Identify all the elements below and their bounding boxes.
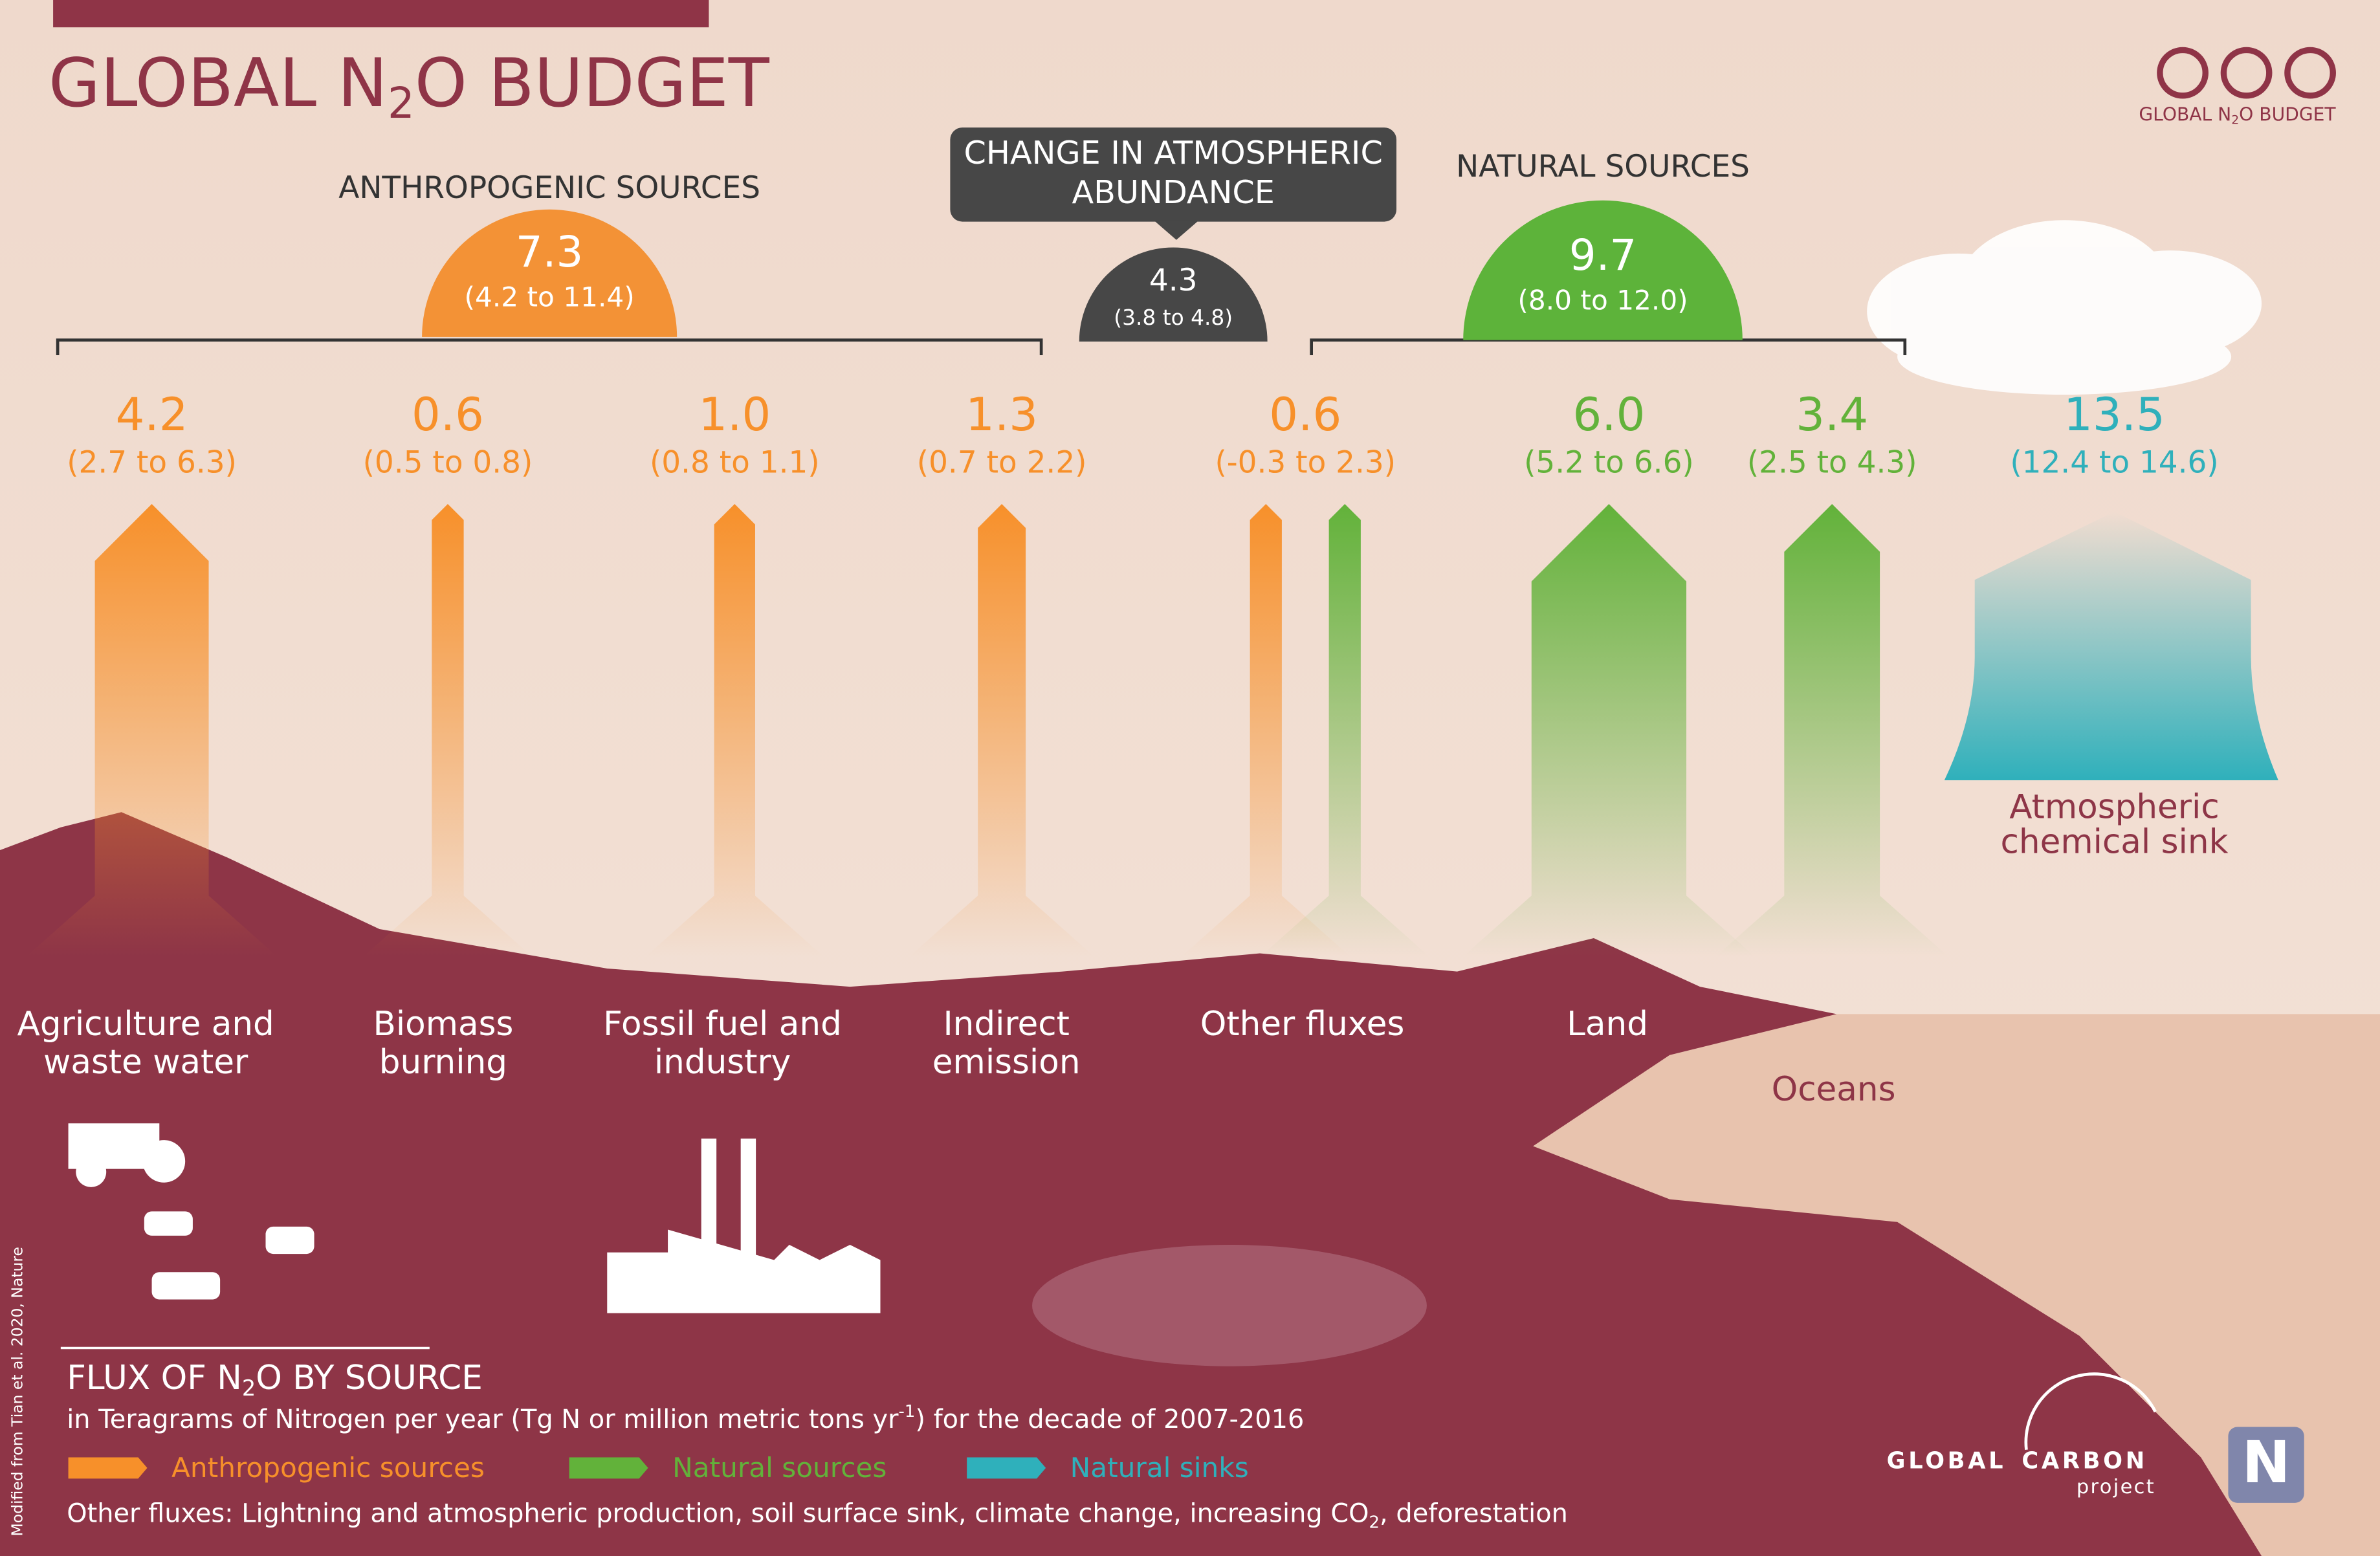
sink-label: Atmospheric — [2009, 788, 2219, 827]
change-dome — [1079, 247, 1268, 342]
flux-range: (0.8 to 1.1) — [650, 444, 820, 480]
flux-value: 0.6 — [1269, 388, 1341, 441]
logo-word: GLOBAL — [1887, 1448, 2007, 1474]
legend-subtitle-part: ) for the decade of 2007-2016 — [915, 1405, 1304, 1434]
legend-title-part: FLUX OF N — [67, 1359, 242, 1397]
flux-value: 4.2 — [116, 388, 188, 441]
flux-value: 1.3 — [965, 388, 1038, 441]
legend-title-part: 2 — [242, 1375, 256, 1400]
flux-label: Biomass — [373, 1005, 513, 1044]
flux-arrow — [1261, 503, 1429, 957]
credit: Modified from Tian et al. 2020, Nature — [8, 1247, 27, 1536]
change-label: ABUNDANCE — [1072, 173, 1274, 211]
license-icons — [2157, 47, 2336, 99]
flux-arrow — [646, 503, 824, 957]
flux-label: Land — [1567, 1005, 1648, 1044]
group-value: 9.7 — [1569, 231, 1636, 280]
legend-swatch — [68, 1457, 148, 1479]
logo-word: CARBON — [2022, 1448, 2147, 1474]
group-label: ANTHROPOGENIC SOURCES — [338, 170, 760, 206]
flux-range: (0.7 to 2.2) — [917, 444, 1087, 480]
flux-range: (2.5 to 4.3) — [1747, 444, 1917, 480]
title-text: O BUDGET — [415, 45, 770, 122]
flux-range: (0.5 to 0.8) — [363, 444, 533, 480]
badge-text: GLOBAL N — [2139, 104, 2231, 125]
legend-subtitle-part: -1 — [899, 1402, 916, 1421]
flux-arrow — [909, 503, 1094, 957]
sink-range: (12.4 to 14.6) — [2010, 444, 2218, 480]
change-value: 4.3 — [1149, 263, 1198, 298]
logo-arc — [2024, 1372, 2157, 1451]
group-bracket — [56, 338, 1043, 356]
factory — [607, 1138, 881, 1313]
flux-value: 6.0 — [1572, 388, 1645, 441]
sink-label: chemical sink — [2001, 823, 2229, 862]
legend-item: Natural sinks — [1070, 1452, 1249, 1484]
change-label: CHANGE IN ATMOSPHERIC — [964, 134, 1383, 171]
change-range: (3.8 to 4.8) — [1114, 305, 1233, 330]
change-pointer — [1153, 220, 1200, 240]
flux-range: (5.2 to 6.6) — [1524, 444, 1694, 480]
flux-value: 1.0 — [698, 388, 771, 441]
legend-note-part: , deforestation — [1380, 1498, 1568, 1528]
legend-note-part: 2 — [1369, 1513, 1380, 1532]
flux-label: Other fluxes — [1200, 1005, 1405, 1044]
legend-item: Anthropogenic sources — [171, 1452, 485, 1484]
flux-value: 0.6 — [412, 388, 484, 441]
legend-subtitle: in Teragrams of Nitrogen per year (Tg N … — [67, 1402, 1304, 1434]
flux-arrow — [363, 503, 533, 957]
legend-item: Natural sources — [672, 1452, 887, 1484]
flux-value: 3.4 — [1796, 388, 1868, 441]
badge-sub: 2 — [2231, 113, 2239, 127]
badge-text: O BUDGET — [2239, 104, 2336, 125]
group-range: (8.0 to 12.0) — [1517, 284, 1688, 316]
flux-label: emission — [932, 1043, 1081, 1082]
title-text: GLOBAL N — [49, 45, 388, 122]
title: GLOBAL N2O BUDGET — [49, 45, 770, 128]
legend-title-part: O BY SOURCE — [256, 1359, 483, 1397]
title-bar — [53, 0, 709, 28]
legend-swatch — [569, 1457, 648, 1479]
legend-swatch — [967, 1457, 1046, 1479]
badge: GLOBAL N2O BUDGET — [2139, 104, 2336, 127]
tractor — [68, 1123, 186, 1187]
livestock — [144, 1211, 314, 1300]
sink-value: 13.5 — [2064, 388, 2165, 441]
flux-label: waste water — [43, 1043, 248, 1082]
sink-funnel — [1944, 511, 2278, 781]
flux-range: (-0.3 to 2.3) — [1215, 444, 1396, 480]
flux-label: Fossil fuel and — [603, 1005, 842, 1044]
legend-title: FLUX OF N2O BY SOURCE — [67, 1359, 483, 1401]
flux-arrow — [1715, 503, 1948, 957]
legend-subtitle-part: in Teragrams of Nitrogen per year (Tg N … — [67, 1405, 899, 1434]
flux-label: Indirect — [943, 1005, 1069, 1044]
n-logo: N — [2242, 1429, 2291, 1496]
flux-arrow — [1463, 503, 1755, 957]
title-sub: 2 — [388, 79, 415, 128]
flux-label: Agriculture and — [17, 1005, 274, 1044]
flux-arrow — [27, 503, 278, 957]
logo-word: project — [2077, 1476, 2155, 1498]
n-logo-box — [2228, 1427, 2304, 1503]
group-label: NATURAL SOURCES — [1456, 149, 1750, 184]
group-dome — [422, 209, 678, 337]
flux-label: burning — [379, 1043, 507, 1082]
flux-label: Oceans — [1772, 1070, 1896, 1109]
flux-range: (2.7 to 6.3) — [67, 444, 237, 480]
group-dome — [1463, 200, 1743, 340]
group-range: (4.2 to 11.4) — [464, 281, 634, 313]
group-value: 7.3 — [516, 228, 583, 277]
legend-note: Other fluxes: Lightning and atmospheric … — [67, 1498, 1568, 1532]
flux-label: industry — [654, 1043, 791, 1082]
lake — [1032, 1245, 1427, 1366]
change-box — [950, 127, 1397, 222]
landscape — [0, 812, 2262, 1556]
clouds — [1867, 220, 2262, 395]
legend-note-part: Other fluxes: Lightning and atmospheric … — [67, 1498, 1369, 1528]
flux-arrow — [1182, 503, 1350, 957]
